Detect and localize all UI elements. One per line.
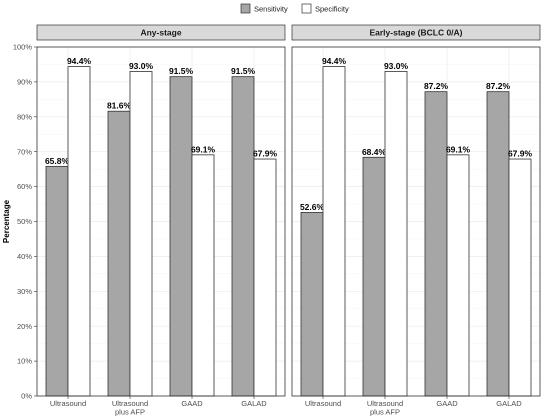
data-label-sensitivity: 65.8%	[45, 156, 70, 166]
x-tick-label: Ultrasound	[367, 399, 403, 408]
bar-specificity	[253, 158, 277, 397]
y-tick-label: 50%	[17, 217, 32, 226]
data-label-specificity: 69.1%	[191, 144, 216, 154]
legend-label-specificity: Specificity	[315, 5, 349, 14]
data-label-sensitivity: 52.6%	[300, 202, 325, 212]
y-tick-label: 20%	[17, 322, 32, 331]
data-label-specificity: 93.0%	[384, 61, 409, 71]
bar-specificity	[322, 66, 346, 397]
bar-specificity	[446, 154, 470, 397]
data-label-specificity: 94.4%	[322, 56, 347, 66]
x-tick-label: plus AFP	[115, 408, 145, 417]
bar-specificity	[384, 71, 408, 397]
x-tick-label: Ultrasound	[305, 399, 341, 408]
x-tick-label: GAAD	[436, 399, 458, 408]
bar-specificity	[67, 66, 91, 397]
x-tick-label: Ultrasound	[112, 399, 148, 408]
panel-strip	[36, 24, 286, 41]
y-tick-label: 60%	[17, 182, 32, 191]
bar-specificity	[191, 154, 215, 397]
x-tick-label: GALAD	[496, 399, 522, 408]
legend-swatch-specificity	[301, 3, 312, 14]
legend-label-sensitivity: Sensitivity	[254, 5, 288, 14]
x-tick-label: GALAD	[241, 399, 267, 408]
data-label-sensitivity: 91.5%	[231, 66, 256, 76]
y-tick-label: 30%	[17, 287, 32, 296]
panel-title: Early-stage (BCLC 0/A)	[369, 28, 462, 38]
y-tick-label: 40%	[17, 252, 32, 261]
bar-specificity	[129, 71, 153, 397]
bar-sensitivity	[45, 165, 69, 397]
data-label-sensitivity: 68.4%	[362, 147, 387, 157]
data-label-sensitivity: 87.2%	[424, 81, 449, 91]
data-label-sensitivity: 81.6%	[107, 101, 132, 111]
legend-swatch-sensitivity	[240, 3, 251, 14]
panel-border	[36, 46, 286, 397]
y-tick-label: 70%	[17, 147, 32, 156]
data-label-specificity: 67.9%	[508, 149, 533, 159]
data-label-specificity: 67.9%	[253, 149, 278, 159]
data-label-specificity: 93.0%	[129, 61, 154, 71]
y-tick-label: 90%	[17, 78, 32, 87]
bar-sensitivity	[424, 91, 448, 397]
bar-sensitivity	[169, 76, 193, 397]
panel-title: Any-stage	[140, 28, 181, 38]
bar-sensitivity	[107, 110, 131, 397]
bar-sensitivity	[486, 91, 510, 397]
x-tick-label: GAAD	[181, 399, 203, 408]
y-axis-title: Percentage	[2, 199, 11, 243]
y-tick-label: 100%	[13, 43, 33, 52]
bar-sensitivity	[231, 76, 255, 397]
x-tick-label: plus AFP	[370, 408, 400, 417]
x-tick-label: Ultrasound	[50, 399, 86, 408]
data-label-sensitivity: 87.2%	[486, 81, 511, 91]
panel-strip	[291, 24, 541, 41]
bar-sensitivity	[362, 156, 386, 397]
data-label-sensitivity: 91.5%	[169, 66, 194, 76]
panel-border	[291, 46, 541, 397]
bar-specificity	[508, 158, 532, 397]
bar-sensitivity	[300, 212, 324, 397]
data-label-specificity: 94.4%	[67, 56, 92, 66]
y-tick-label: 0%	[21, 392, 32, 401]
y-tick-label: 10%	[17, 357, 32, 366]
y-tick-label: 80%	[17, 112, 32, 121]
data-label-specificity: 69.1%	[446, 144, 471, 154]
